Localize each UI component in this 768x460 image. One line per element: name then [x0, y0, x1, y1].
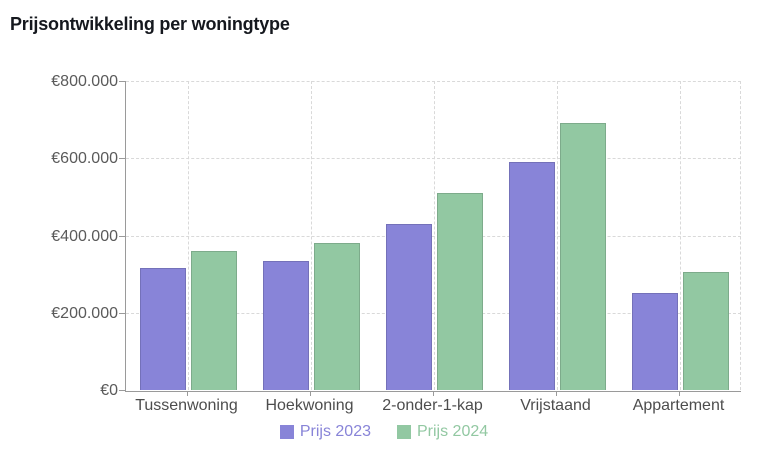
x-tick-label: 2-onder-1-kap [382, 397, 483, 414]
legend-item-prijs-2023[interactable]: Prijs 2023 [279, 423, 371, 441]
bar-prijs-2024-vrijstaand[interactable] [559, 123, 606, 390]
chart-legend: Prijs 2023 Prijs 2024 [0, 423, 768, 441]
gridline-vertical [740, 81, 741, 390]
gridline-vertical [187, 81, 189, 390]
y-tick-label: €400.000 [51, 227, 118, 245]
legend-swatch-icon [397, 425, 411, 439]
x-axis-tick [555, 391, 557, 396]
gridline-vertical [556, 81, 558, 390]
gridline-vertical [679, 81, 681, 390]
bar-prijs-2023-tussenwoning[interactable] [139, 268, 186, 390]
x-tick-label: Tussenwoning [135, 397, 238, 414]
bar-prijs-2023-vrijstaand[interactable] [508, 162, 555, 390]
y-axis-tick [119, 235, 125, 237]
bar-prijs-2024-hoekwoning[interactable] [313, 243, 360, 390]
gridline-vertical [310, 81, 312, 390]
x-tick-label: Vrijstaand [520, 397, 591, 414]
x-axis-tick [678, 391, 680, 396]
y-tick-label: €0 [100, 382, 118, 399]
legend-label: Prijs 2024 [417, 423, 489, 440]
bar-prijs-2023-2-onder-1-kap[interactable] [385, 223, 432, 390]
x-tick-label: Hoekwoning [265, 397, 354, 414]
y-axis-tick [119, 158, 125, 160]
gridline-vertical [433, 81, 435, 390]
x-axis-tick [309, 391, 311, 396]
x-axis-tick [432, 391, 434, 396]
legend-swatch-icon [279, 425, 294, 439]
y-tick-label: €600.000 [51, 150, 118, 168]
y-tick-label: €200.000 [51, 304, 118, 322]
bar-prijs-2024-tussenwoning[interactable] [190, 250, 237, 390]
y-axis-tick [119, 81, 125, 82]
legend-item-prijs-2024[interactable]: Prijs 2024 [397, 423, 488, 441]
bar-prijs-2023-hoekwoning[interactable] [262, 260, 309, 390]
bar-prijs-2024-2-onder-1-kap[interactable] [436, 193, 483, 390]
y-axis-tick [119, 312, 125, 314]
chart-title: Prijsontwikkeling per woningtype [10, 14, 290, 34]
x-axis-tick [186, 391, 188, 396]
x-tick-label: Appartement [632, 397, 725, 414]
bar-prijs-2023-appartement[interactable] [631, 293, 678, 390]
y-tick-label: €800.000 [51, 73, 118, 90]
bar-prijs-2024-appartement[interactable] [682, 272, 729, 390]
plot-area [125, 81, 741, 392]
legend-label: Prijs 2023 [299, 423, 371, 440]
y-axis-tick [119, 390, 125, 391]
